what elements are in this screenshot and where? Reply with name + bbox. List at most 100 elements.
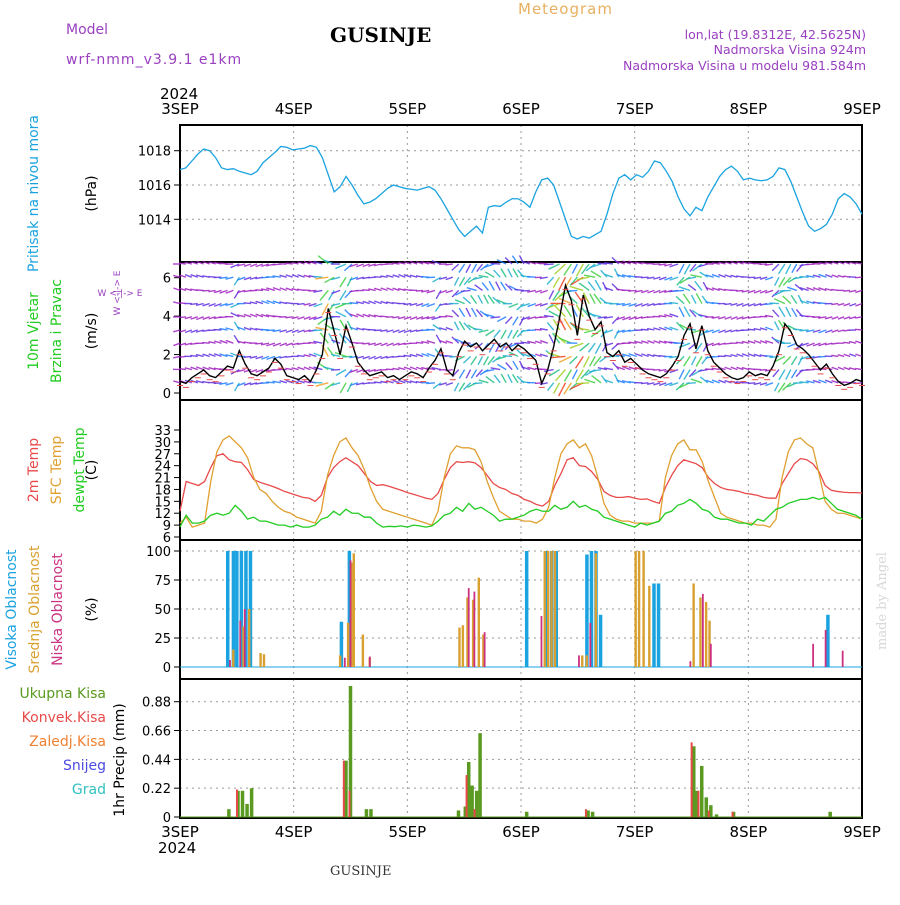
wind-arrow [584,379,595,382]
bar-cloud-1 [595,553,597,667]
wind-arrow [775,277,779,285]
panel-label: Niska Oblacnost [50,553,66,666]
bar-cloud-2 [350,560,352,667]
wind-arrow [459,308,465,317]
wind-arrow [520,317,524,326]
wind-arrow [520,361,524,370]
wind-arrow [832,317,839,319]
wind-arrow [849,342,856,344]
bar-cloud-1 [232,650,234,667]
wind-arrow [855,329,862,330]
wind-arrow [349,303,358,304]
wind-arrow [466,308,470,317]
wind-arrow [831,304,838,305]
wind-arrow [313,330,322,331]
wind-arrow [792,370,797,379]
wind-arrow [173,381,180,383]
wind-arrow [832,367,839,369]
wind-arrow [855,317,862,318]
wind-arrow [463,297,470,303]
x-tick-label-top: 4SEP [275,100,313,118]
wind-arrow [436,335,441,344]
bar-cloud-2 [689,661,691,667]
wind-arrow [584,356,590,367]
wind-arrow [266,382,275,383]
wind-arrow [535,341,542,343]
y-tick-label: 0 [163,811,171,826]
wind-arrow [792,264,797,273]
wind-arrow [392,263,399,264]
wind-arrow [748,329,755,330]
wind-arrow [234,277,239,285]
x-tick-label-bottom: 8SEP [730,823,768,841]
wind-arrow [309,290,317,291]
wind-arrow [331,304,340,306]
wind-arrow [513,330,518,339]
wind-arrow [466,370,470,379]
wind-arrow [478,356,482,364]
y-tick-label: 0.66 [142,725,171,740]
bar-cloud-1 [638,551,640,667]
wind-arrow [773,370,779,377]
panel-label: Grad [72,782,106,798]
bar-precip-0 [227,809,231,817]
bar-precip-0 [250,788,254,817]
wind-arrow [843,290,850,291]
x-tick-label-top: 8SEP [730,100,768,118]
wind-arrow [255,343,263,344]
panel-label: Ukupna Kisa [19,686,106,702]
bar-cloud-1 [705,602,707,667]
panel-label: Snijeg [63,758,106,774]
wind-arrow [501,269,506,278]
wind-arrow [426,383,435,384]
wind-arrow [285,263,292,264]
bar-cloud-2 [812,644,814,667]
bar-cloud-0 [525,551,529,667]
x-tick-label-bottom: 9SEP [843,823,881,841]
wind-arrow [535,329,542,330]
wind-arrow [601,270,607,277]
panel-unit: (%) [84,597,100,621]
series-line-temperature-2 [180,497,862,527]
wind-arrow [679,370,684,380]
wind-arrow [540,317,548,318]
wind-arrow [535,383,542,384]
wind-arrow [773,310,779,317]
wind-arrow [692,356,696,365]
bar-cloud-1 [648,586,650,667]
bar-precip-0 [241,791,245,817]
wind-arrow [705,369,714,370]
bar-precip-1 [349,791,351,817]
wind-arrow [603,282,607,290]
wind-arrow [793,277,803,279]
bar-cloud-1 [462,625,464,667]
panel-unit: (hPa) [84,175,100,211]
wind-arrow [775,383,779,391]
wind-arrow [703,282,708,290]
wind-arrow [838,275,844,277]
wind-arrow [686,383,696,384]
wind-arrow [779,370,785,380]
wind-arrow [344,264,352,271]
wind-arrow [235,383,240,391]
wind-arrow [786,307,791,317]
wind-arrow [695,281,702,290]
wind-arrow [696,356,702,366]
wind-arrow [494,375,500,383]
wind-arrow [553,277,559,287]
wind-arrow [501,282,506,291]
wind-arrow [329,290,335,300]
bar-precip-0 [369,809,373,817]
wind-arrow [508,330,512,338]
wind-arrow [472,308,477,317]
wind-arrow [736,290,743,291]
footer-location: GUSINJE [330,864,391,879]
wind-arrow [454,322,458,330]
wind-arrow [309,342,317,343]
wind-arrow [331,354,340,356]
wind-arrow [202,290,209,291]
wind-arrow [686,277,696,279]
